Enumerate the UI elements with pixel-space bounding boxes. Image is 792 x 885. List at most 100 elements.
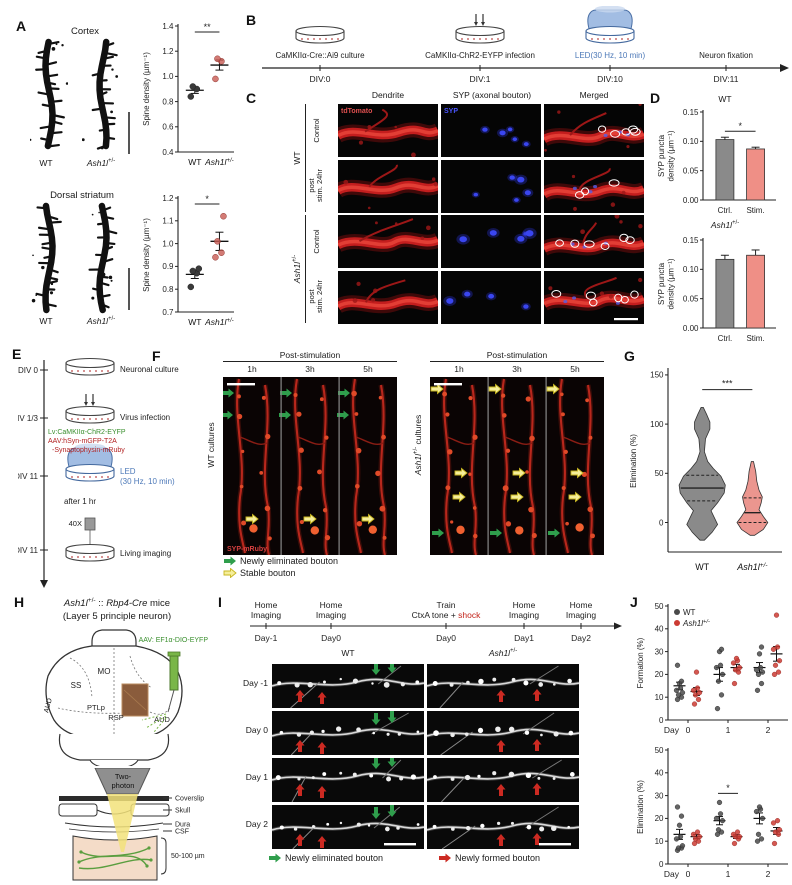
data-point	[673, 836, 680, 842]
y-tick-label: 1.4	[162, 22, 174, 31]
data-point	[719, 671, 726, 678]
genotype-label: Ash1l+/-	[204, 157, 234, 167]
data-point	[187, 283, 195, 291]
genotype-base: Ash1l	[488, 648, 511, 658]
brain-tissue	[72, 835, 158, 881]
f-header-wt: Post-stimulation	[223, 350, 397, 362]
y-tick-label: 0.9	[162, 262, 174, 271]
time-5h: 5h	[363, 364, 373, 374]
data-point	[713, 664, 720, 671]
i-event-line2: Imaging	[316, 610, 347, 620]
arrow-icon	[548, 528, 560, 538]
data-point	[693, 669, 700, 675]
b-div-label: DIV:10	[597, 74, 623, 84]
micrograph-cell: SYP	[441, 104, 541, 157]
arrow-icon	[387, 664, 397, 673]
arrow-icon	[317, 786, 327, 798]
d-title-mut: Ash1l+/-	[670, 220, 780, 230]
panel-c-grid: tdTomato SYP	[338, 104, 644, 327]
f-legend-text-1: Newly eliminated bouton	[240, 556, 339, 566]
arrow-icon	[295, 740, 305, 752]
scale-bar	[384, 843, 416, 846]
data-point	[677, 685, 684, 691]
sig-stars: *	[726, 783, 730, 793]
i-day-label: Day2	[571, 633, 591, 643]
y-tick-label: 1.1	[162, 217, 174, 226]
col-header-merged: Merged	[579, 90, 609, 100]
f-scene	[488, 378, 537, 555]
data-point	[218, 249, 225, 256]
yellowarrow-icon	[361, 513, 375, 525]
overlay-tdtomato: tdTomato	[341, 108, 372, 115]
i-micrograph-cell	[272, 711, 424, 755]
striatum-mut-label: Ash1l+/-	[72, 316, 130, 326]
yellowarrow-icon	[245, 513, 259, 525]
i-event-line1: Train	[436, 600, 455, 610]
arrow-icon	[532, 833, 542, 845]
e-div-label: DIV 11	[18, 546, 39, 555]
depth-label: 50-100 µm	[171, 853, 205, 860]
data-point	[775, 669, 782, 675]
genotype-sup: +/-	[510, 648, 518, 655]
category-label: WT	[695, 562, 709, 572]
y-tick-label: 100	[650, 420, 664, 429]
x-tick-label: 0	[686, 725, 691, 735]
syp-outline	[608, 178, 620, 187]
culture-dish-icon	[65, 394, 115, 424]
data-point	[187, 93, 195, 100]
sig-stars: *	[738, 121, 742, 131]
data-point	[692, 692, 699, 698]
region-aud-left: AUD	[43, 698, 54, 714]
data-point	[694, 829, 701, 835]
spine-image-striatum-wt	[31, 202, 62, 314]
yellowarrow-icon	[546, 383, 560, 395]
spine-image-cortex-mut	[82, 38, 119, 150]
genotype-base: Ash1l	[710, 220, 733, 230]
y-tick-label: 0.00	[683, 196, 699, 205]
h-title-line1: Ash1l+/- :: Rbp4-Cre mice	[22, 597, 212, 609]
data-point	[771, 840, 778, 847]
syp-outline	[597, 125, 607, 133]
group-divider	[305, 104, 306, 212]
cond-post-wt: post stim. 24hr	[307, 159, 324, 212]
data-point	[754, 687, 761, 693]
overlay-syp: SYP	[444, 108, 458, 115]
e-virus-red2: -Synaptophysin-mRuby	[52, 447, 125, 454]
olfactory-bulb	[91, 629, 137, 649]
y-axis-label: SYP puncta	[657, 262, 666, 305]
syp-outline	[583, 240, 595, 248]
scope-label-2: photon	[112, 781, 135, 790]
b-div-label: DIV:0	[310, 74, 331, 84]
arrow-icon	[371, 807, 381, 819]
f-micrograph-wt: SYP-mRuby	[223, 377, 397, 555]
arrow-icon	[317, 836, 327, 848]
bar	[746, 254, 765, 329]
y-tick-label: 1.2	[162, 47, 174, 56]
i-day-label: Day0	[321, 633, 341, 643]
syp-outline	[551, 289, 562, 298]
b-step-label: CaMKIIα-ChR2-EYFP infection	[425, 51, 535, 60]
cond-control-wt: Control	[312, 118, 321, 143]
arrow-icon	[371, 664, 381, 675]
data-point	[736, 834, 743, 840]
time-1h: 1h	[454, 364, 464, 374]
i-micrograph-cell	[427, 758, 579, 802]
y-tick-label: 10	[655, 837, 664, 846]
genotype-base: Ash1l	[86, 158, 109, 168]
panel-g-label: G	[624, 348, 635, 364]
category-label: WT	[188, 317, 201, 327]
y-tick-label: 1.0	[162, 239, 174, 248]
sig-stars: *	[205, 194, 209, 204]
i-event-line2: CtxA tone + shock	[412, 610, 482, 620]
syp-outline	[589, 298, 598, 306]
region-aud-right: AUD	[154, 715, 170, 724]
x-axis-label: Day	[664, 725, 680, 735]
yellowarrow-icon	[488, 383, 502, 395]
genotype-base: Ash1l	[292, 261, 302, 284]
x-tick-label: 2	[766, 725, 771, 735]
data-point	[736, 664, 743, 671]
axon-line	[78, 858, 152, 870]
data-point	[714, 705, 721, 712]
y-tick-label: 20	[655, 814, 664, 823]
region-ptlp: PTLp	[87, 703, 105, 712]
